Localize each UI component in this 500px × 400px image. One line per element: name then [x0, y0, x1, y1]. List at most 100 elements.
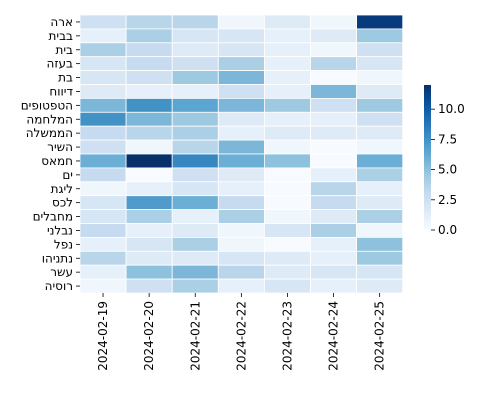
heatmap-cell — [125, 42, 173, 58]
heatmap-cell — [171, 56, 219, 72]
heatmap-cell — [171, 42, 219, 58]
column-labels: 2024-02-19 2024-02-20 2024-02-21 2024-02-22… — [96, 293, 387, 371]
heatmap-cell — [310, 264, 357, 280]
heatmap-cell — [217, 98, 265, 113]
heatmap-cell — [356, 111, 404, 127]
heatmap-cell — [263, 98, 311, 113]
row-label: בעזה — [47, 57, 74, 71]
heatmap-cell — [356, 70, 404, 85]
heatmap-cell — [263, 236, 311, 252]
column-label: 2024-02-22 — [234, 301, 248, 371]
heatmap-cell — [79, 209, 127, 224]
heatmap-cell — [217, 195, 265, 210]
heatmap-cell — [79, 236, 127, 252]
heatmap-cell — [79, 278, 127, 294]
row-label: נתניהו — [42, 251, 73, 265]
row-label: נפל — [54, 237, 73, 251]
heatmap-cell — [125, 236, 173, 252]
heatmap-cell — [263, 278, 311, 294]
heatmap-cell — [356, 236, 404, 252]
heatmap-cell — [79, 28, 127, 44]
row-label: המלחמה — [26, 112, 73, 126]
heatmap-cell — [310, 98, 357, 113]
heatmap-cell — [217, 84, 265, 99]
heatmap-cell — [171, 70, 219, 85]
row-label: השיר — [47, 140, 73, 154]
column-label: 2024-02-21 — [188, 301, 202, 371]
heatmap-cell — [310, 181, 357, 197]
heatmap-cell — [263, 167, 311, 183]
heatmap-cell — [79, 84, 127, 99]
column-label: 2024-02-25 — [373, 301, 387, 371]
heatmap-cell — [171, 14, 219, 30]
heatmap-cell — [171, 264, 219, 280]
row-label: דיווח — [49, 84, 73, 98]
heatmap-cell — [217, 223, 265, 238]
heatmap-cell — [310, 223, 357, 238]
colorbar-tick-label: 5.0 — [438, 163, 457, 177]
heatmap-cell — [263, 14, 311, 30]
heatmap-cell — [79, 56, 127, 72]
column-label: 2024-02-20 — [142, 301, 156, 371]
heatmap-cell — [79, 139, 127, 155]
heatmap-cell — [263, 181, 311, 197]
heatmap-cell — [263, 250, 311, 266]
heatmap-cell — [217, 28, 265, 44]
colorbar-tick-label: 7.5 — [438, 132, 457, 146]
heatmap-cell — [79, 264, 127, 280]
heatmap-cell — [171, 250, 219, 266]
heatmap-cell — [263, 28, 311, 44]
heatmap-cell — [263, 264, 311, 280]
heatmap-cell — [310, 236, 357, 252]
heatmap-cell — [356, 14, 404, 30]
heatmap-cell — [171, 278, 219, 294]
heatmap-cell — [125, 28, 173, 44]
colorbar-tick-label: 10.0 — [438, 102, 465, 116]
heatmap-cell — [310, 139, 357, 155]
heatmap-cell — [171, 125, 219, 141]
row-label: הטפטופים — [21, 98, 73, 112]
heatmap-cell — [310, 56, 357, 72]
heatmap-cell — [310, 209, 357, 224]
heatmap-cell — [263, 70, 311, 85]
heatmap-cell — [79, 223, 127, 238]
heatmap-cell — [125, 14, 173, 30]
heatmap-cell — [125, 223, 173, 238]
heatmap-cell — [217, 56, 265, 72]
row-label: ליגת — [51, 182, 73, 196]
heatmap-cell — [217, 139, 265, 155]
heatmap-cell — [171, 153, 219, 169]
heatmap-cell — [310, 195, 357, 210]
heatmap-cell — [356, 278, 404, 294]
heatmap-cell — [356, 250, 404, 266]
heatmap-cell — [217, 111, 265, 127]
row-label: בבית — [49, 29, 74, 43]
heatmap-cell — [356, 209, 404, 224]
column-label: 2024-02-19 — [96, 301, 110, 371]
heatmap-cell — [217, 14, 265, 30]
heatmap-cell — [310, 28, 357, 44]
heatmap-cell — [171, 209, 219, 224]
heatmap-cell — [171, 139, 219, 155]
heatmap-cell — [125, 70, 173, 85]
heatmap-cell — [125, 250, 173, 266]
heatmap-cell — [125, 84, 173, 99]
row-label: הממשלה — [26, 126, 73, 140]
heatmap-cell — [125, 181, 173, 197]
heatmap-cell — [217, 42, 265, 58]
heatmap-cell — [79, 98, 127, 113]
heatmap-cell — [310, 125, 357, 141]
heatmap-cell — [217, 70, 265, 85]
heatmap-cell — [356, 28, 404, 44]
heatmap-cell — [79, 14, 127, 30]
heatmap-cell — [79, 70, 127, 85]
heatmap-cell — [263, 42, 311, 58]
heatmap-cell — [125, 153, 173, 169]
heatmap-cell — [125, 111, 173, 127]
heatmap-cell — [356, 139, 404, 155]
heatmap-cell — [263, 84, 311, 99]
heatmap-cell — [310, 70, 357, 85]
heatmap-cell — [356, 98, 404, 113]
colorbar-tick-label: 0.0 — [438, 223, 457, 237]
